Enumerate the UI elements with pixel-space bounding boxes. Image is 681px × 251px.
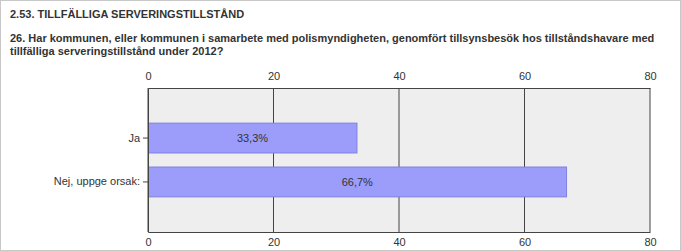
chart: 2.53. TILLFÄLLIGA SERVERINGSTILLSTÅND 26.… xyxy=(0,0,681,251)
tick-label: 40 xyxy=(393,236,405,248)
x-axis-bottom: 0 20 40 60 80 xyxy=(145,232,656,248)
plot-area xyxy=(148,88,650,232)
tick: 20 xyxy=(268,70,280,88)
tick: 80 xyxy=(644,232,656,248)
bars xyxy=(148,123,567,197)
bar xyxy=(148,167,567,197)
grid-line xyxy=(148,88,149,232)
tick-label: 60 xyxy=(519,236,531,248)
tick-label: 0 xyxy=(145,236,151,248)
tick-label: 0 xyxy=(145,70,151,82)
tick: 80 xyxy=(644,70,656,88)
grid-line xyxy=(399,88,400,232)
tick: 20 xyxy=(268,232,280,248)
tick: 60 xyxy=(519,70,531,88)
tick: Ja xyxy=(128,132,148,144)
grid-line xyxy=(273,88,274,232)
frame xyxy=(1,1,681,251)
axis-line xyxy=(149,88,651,89)
axis-line xyxy=(148,89,149,233)
y-axis: Ja Nej, uppge orsak: xyxy=(54,89,149,233)
tick-label: 20 xyxy=(268,236,280,248)
tick-label: 60 xyxy=(519,70,531,82)
tick: 60 xyxy=(519,232,531,248)
data-labels: 33,3% 66,7% xyxy=(237,132,373,188)
subtitle: 26. Har kommunen, eller kommunen i samar… xyxy=(10,32,654,57)
tick: 40 xyxy=(393,232,405,248)
x-axis-top: 0 20 40 60 80 xyxy=(145,70,656,89)
tick: Nej, uppge orsak: xyxy=(54,175,148,187)
tick-label: 20 xyxy=(268,70,280,82)
data-label: 66,7% xyxy=(342,176,373,188)
tick-label: 80 xyxy=(644,70,656,82)
tick: 0 xyxy=(145,70,151,88)
title: 2.53. TILLFÄLLIGA SERVERINGSTILLSTÅND xyxy=(10,8,244,20)
tick-mark xyxy=(143,138,148,139)
subtitle-line: tillfälliga serveringstillstånd under 20… xyxy=(10,45,224,57)
tick-label: Ja xyxy=(128,132,141,144)
bar xyxy=(148,123,357,153)
tick-label: Nej, uppge orsak: xyxy=(54,175,140,187)
tick-mark xyxy=(143,181,148,182)
subtitle-line: 26. Har kommunen, eller kommunen i samar… xyxy=(10,32,654,44)
grid-line xyxy=(650,88,651,232)
tick: 40 xyxy=(393,70,405,88)
grid xyxy=(148,88,650,232)
axis-line xyxy=(149,232,651,233)
tick-label: 80 xyxy=(644,236,656,248)
grid-line xyxy=(524,88,525,232)
tick-label: 40 xyxy=(393,70,405,82)
tick: 0 xyxy=(145,232,151,248)
data-label: 33,3% xyxy=(237,132,268,144)
